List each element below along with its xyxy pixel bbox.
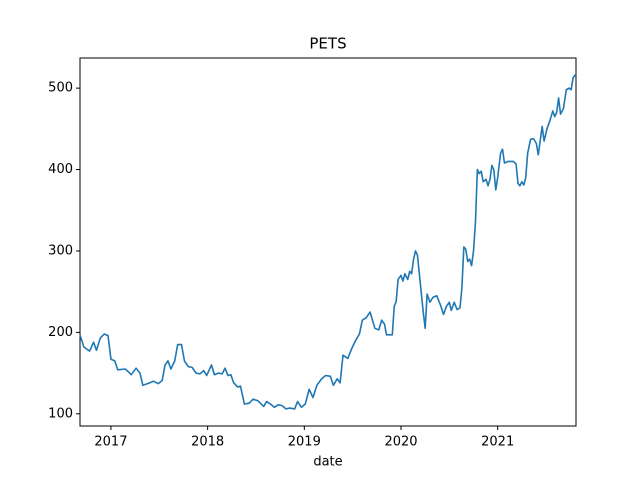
y-tick-label: 400	[48, 162, 73, 177]
plot-frame	[79, 57, 577, 427]
y-tick-label: 500	[48, 81, 73, 96]
x-tick-label: 2021	[481, 435, 514, 450]
y-tick-label: 200	[48, 325, 73, 340]
y-tick-label: 300	[48, 243, 73, 258]
line-series	[79, 73, 577, 410]
y-tick-label: 100	[48, 406, 73, 421]
x-tick-label: 2018	[191, 435, 224, 450]
x-tick-label: 2020	[384, 435, 417, 450]
x-tick-label: 2019	[288, 435, 321, 450]
chart-title: PETS	[309, 35, 346, 53]
x-tick-label: 2017	[94, 435, 127, 450]
x-axis-label: date	[313, 455, 342, 470]
